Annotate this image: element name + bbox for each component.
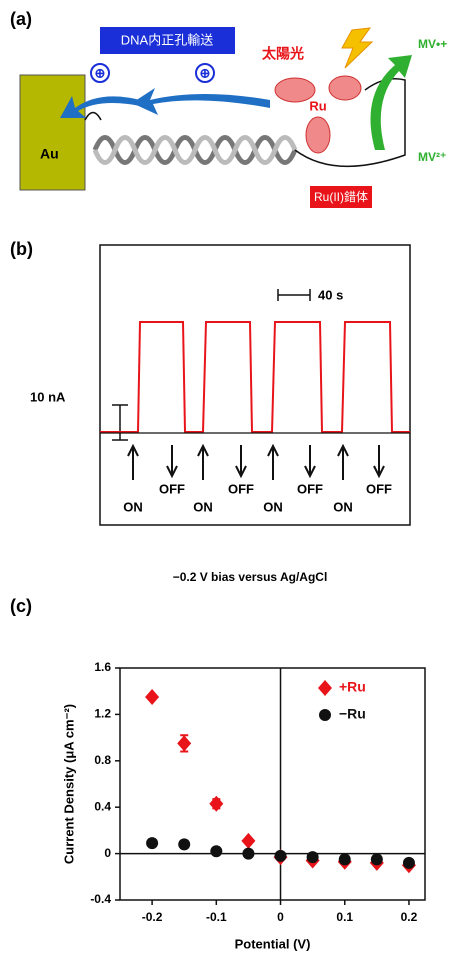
legend-label: +Ru bbox=[339, 679, 366, 695]
transport-text: DNA内正孔輸送 bbox=[121, 32, 213, 47]
ru-complex bbox=[274, 75, 362, 154]
y-axis-label: Current Density (μA cm⁻²) bbox=[61, 704, 76, 864]
y-tick-label: 1.6 bbox=[94, 660, 111, 674]
time-scale-bar bbox=[277, 289, 311, 301]
complex-label: Ru(II)錯体 bbox=[314, 189, 368, 204]
x-tick-label: 0 bbox=[277, 910, 284, 924]
panel-label: (a) bbox=[10, 9, 32, 29]
sunlight-label: 太陽光 bbox=[262, 46, 304, 62]
linker bbox=[84, 78, 406, 168]
x-tick-label: 0.2 bbox=[401, 910, 418, 924]
data-point bbox=[402, 856, 415, 869]
plot-frame bbox=[119, 667, 426, 901]
off-arrow bbox=[304, 445, 316, 479]
data-point bbox=[241, 832, 256, 849]
x-tick-label: 0.1 bbox=[336, 910, 353, 924]
transport-box bbox=[100, 27, 235, 54]
on-arrow bbox=[197, 443, 209, 480]
on-label: ON bbox=[123, 499, 143, 514]
current-scale: 10 nA bbox=[30, 389, 66, 404]
off-arrow bbox=[373, 445, 385, 479]
data-point bbox=[145, 689, 160, 705]
hole bbox=[90, 63, 110, 83]
transport-arrow bbox=[60, 96, 140, 118]
legend-marker bbox=[318, 680, 332, 696]
y-tick-label: 0.8 bbox=[94, 753, 111, 767]
data-point bbox=[177, 735, 192, 752]
legend-marker bbox=[319, 709, 331, 721]
time-scale: 40 s bbox=[318, 287, 343, 302]
data-point bbox=[274, 849, 287, 862]
y-tick-label: -0.4 bbox=[90, 892, 111, 906]
data-point bbox=[146, 837, 159, 850]
electrode-label: Au bbox=[40, 146, 59, 162]
current-trace bbox=[100, 321, 410, 433]
x-axis-label: Potential (V) bbox=[235, 936, 311, 951]
ru-label: Ru bbox=[309, 98, 326, 113]
data-point bbox=[210, 845, 223, 858]
mv-oxidized: MV²⁺ bbox=[418, 150, 446, 164]
off-arrow bbox=[235, 445, 247, 479]
transport-arrow bbox=[132, 88, 270, 115]
data-point bbox=[178, 838, 191, 851]
off-arrow bbox=[166, 445, 178, 479]
legend-label: −Ru bbox=[339, 706, 366, 722]
on-label: ON bbox=[263, 499, 283, 514]
off-label: OFF bbox=[228, 481, 254, 496]
panel-label: (b) bbox=[10, 239, 33, 259]
on-label: ON bbox=[333, 499, 353, 514]
data-point bbox=[370, 853, 383, 866]
on-arrow bbox=[127, 443, 139, 480]
complex-box bbox=[310, 186, 372, 208]
current-scale-bar bbox=[112, 404, 128, 441]
x-tick-label: -0.2 bbox=[142, 910, 163, 924]
light-icon bbox=[341, 27, 374, 69]
caption: −0.2 V bias versus Ag/AgCl bbox=[173, 570, 328, 584]
data-point bbox=[338, 853, 351, 866]
electrode bbox=[19, 74, 86, 191]
plot-frame bbox=[99, 244, 411, 526]
data-point bbox=[209, 795, 224, 812]
on-label: ON bbox=[193, 499, 213, 514]
on-arrow bbox=[337, 443, 349, 480]
off-label: OFF bbox=[159, 481, 185, 496]
data-point bbox=[306, 851, 319, 864]
off-label: OFF bbox=[366, 481, 392, 496]
hole-symbol: ⊕ bbox=[95, 65, 106, 80]
y-tick-label: 1.2 bbox=[94, 707, 111, 721]
off-label: OFF bbox=[297, 481, 323, 496]
hole-symbol: ⊕ bbox=[200, 65, 211, 80]
dna-helix bbox=[92, 135, 298, 165]
data-point bbox=[242, 847, 255, 860]
reduction-arrow bbox=[370, 55, 412, 150]
hole bbox=[195, 63, 215, 83]
x-tick-label: -0.1 bbox=[206, 910, 227, 924]
panel-label: (c) bbox=[10, 596, 32, 616]
mv-reduced: MV•+ bbox=[418, 37, 447, 51]
y-tick-label: 0.4 bbox=[94, 799, 111, 813]
y-tick-label: 0 bbox=[104, 846, 111, 860]
on-arrow bbox=[267, 443, 279, 480]
